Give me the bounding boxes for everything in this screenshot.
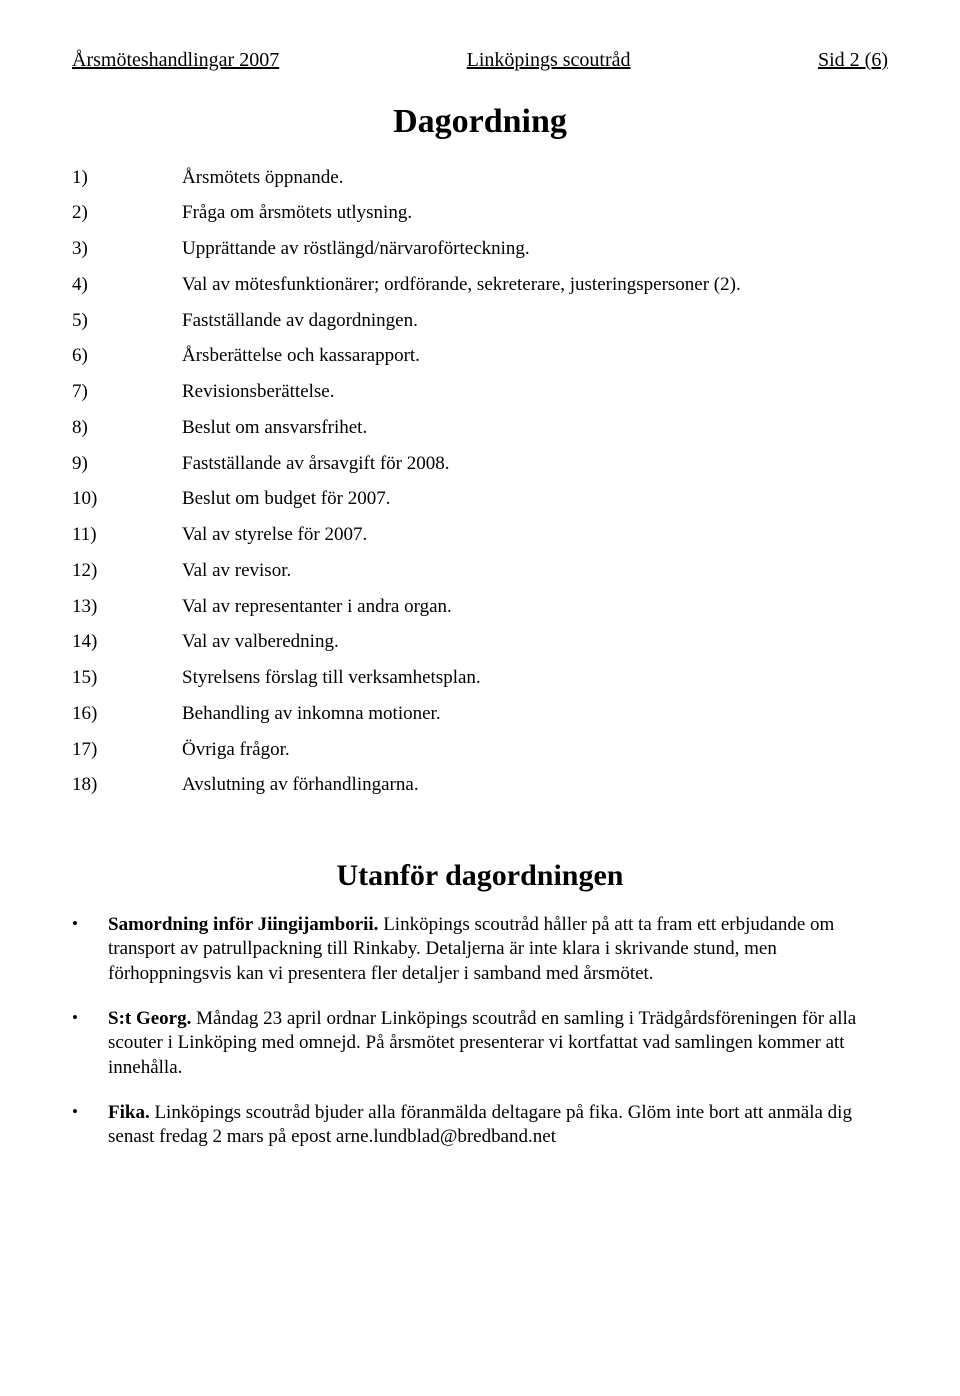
bullet-list: •Samordning inför Jiingijamborii. Linköp… [72, 913, 888, 1151]
agenda-row: 10)Beslut om budget för 2007. [72, 487, 888, 511]
agenda-number: 3) [72, 237, 182, 261]
agenda-number: 10) [72, 487, 182, 511]
agenda-row: 7)Revisionsberättelse. [72, 380, 888, 404]
agenda-number: 5) [72, 309, 182, 333]
agenda-text: Val av revisor. [182, 559, 888, 583]
agenda-row: 3)Upprättande av röstlängd/närvaroförtec… [72, 237, 888, 261]
agenda-number: 2) [72, 201, 182, 225]
bullet-rest: Linköpings scoutråd bjuder alla föranmäl… [108, 1102, 852, 1148]
agenda-row: 18)Avslutning av förhandlingarna. [72, 773, 888, 797]
agenda-number: 16) [72, 702, 182, 726]
agenda-text: Beslut om budget för 2007. [182, 487, 888, 511]
agenda-row: 17)Övriga frågor. [72, 738, 888, 762]
agenda-text: Val av styrelse för 2007. [182, 523, 888, 547]
agenda-list: 1)Årsmötets öppnande.2)Fråga om årsmötet… [72, 166, 888, 798]
agenda-text: Årsberättelse och kassarapport. [182, 344, 888, 368]
bullet-bold: S:t Georg. [108, 1008, 191, 1029]
agenda-number: 12) [72, 559, 182, 583]
section-subtitle: Utanför dagordningen [72, 857, 888, 895]
agenda-text: Upprättande av röstlängd/närvaroförteckn… [182, 237, 888, 261]
agenda-text: Fråga om årsmötets utlysning. [182, 201, 888, 225]
agenda-row: 6)Årsberättelse och kassarapport. [72, 344, 888, 368]
agenda-row: 16)Behandling av inkomna motioner. [72, 702, 888, 726]
bullet-rest: Måndag 23 april ordnar Linköpings scoutr… [108, 1008, 856, 1078]
bullet-icon: • [72, 1101, 108, 1150]
agenda-text: Avslutning av förhandlingarna. [182, 773, 888, 797]
agenda-row: 5)Fastställande av dagordningen. [72, 309, 888, 333]
agenda-row: 2)Fråga om årsmötets utlysning. [72, 201, 888, 225]
agenda-number: 11) [72, 523, 182, 547]
agenda-row: 8)Beslut om ansvarsfrihet. [72, 416, 888, 440]
agenda-number: 17) [72, 738, 182, 762]
agenda-row: 15)Styrelsens förslag till verksamhetspl… [72, 666, 888, 690]
agenda-number: 15) [72, 666, 182, 690]
bullet-bold: Samordning inför Jiingijamborii. [108, 914, 378, 935]
agenda-text: Beslut om ansvarsfrihet. [182, 416, 888, 440]
agenda-number: 18) [72, 773, 182, 797]
agenda-row: 12)Val av revisor. [72, 559, 888, 583]
bullet-body: Fika. Linköpings scoutråd bjuder alla fö… [108, 1101, 888, 1150]
bullet-item: •Fika. Linköpings scoutråd bjuder alla f… [72, 1101, 888, 1150]
agenda-number: 1) [72, 166, 182, 190]
agenda-number: 4) [72, 273, 182, 297]
bullet-item: •Samordning inför Jiingijamborii. Linköp… [72, 913, 888, 987]
agenda-row: 9)Fastställande av årsavgift för 2008. [72, 452, 888, 476]
agenda-text: Årsmötets öppnande. [182, 166, 888, 190]
bullet-icon: • [72, 1007, 108, 1081]
agenda-number: 6) [72, 344, 182, 368]
agenda-text: Val av mötesfunktionärer; ordförande, se… [182, 273, 888, 297]
agenda-text: Val av representanter i andra organ. [182, 595, 888, 619]
agenda-number: 14) [72, 630, 182, 654]
agenda-number: 13) [72, 595, 182, 619]
agenda-text: Val av valberedning. [182, 630, 888, 654]
agenda-text: Övriga frågor. [182, 738, 888, 762]
agenda-number: 8) [72, 416, 182, 440]
bullet-body: S:t Georg. Måndag 23 april ordnar Linköp… [108, 1007, 888, 1081]
agenda-row: 1)Årsmötets öppnande. [72, 166, 888, 190]
agenda-text: Styrelsens förslag till verksamhetsplan. [182, 666, 888, 690]
agenda-number: 7) [72, 380, 182, 404]
header-left: Årsmöteshandlingar 2007 [72, 48, 279, 73]
agenda-text: Revisionsberättelse. [182, 380, 888, 404]
agenda-row: 13)Val av representanter i andra organ. [72, 595, 888, 619]
agenda-number: 9) [72, 452, 182, 476]
agenda-text: Fastställande av dagordningen. [182, 309, 888, 333]
header-center: Linköpings scoutråd [467, 48, 631, 73]
bullet-bold: Fika. [108, 1102, 150, 1123]
agenda-row: 11)Val av styrelse för 2007. [72, 523, 888, 547]
agenda-row: 14)Val av valberedning. [72, 630, 888, 654]
page-header: Årsmöteshandlingar 2007 Linköpings scout… [72, 48, 888, 73]
page-title: Dagordning [72, 101, 888, 144]
bullet-icon: • [72, 913, 108, 987]
bullet-item: •S:t Georg. Måndag 23 april ordnar Linkö… [72, 1007, 888, 1081]
header-right: Sid 2 (6) [818, 48, 888, 73]
agenda-text: Behandling av inkomna motioner. [182, 702, 888, 726]
bullet-body: Samordning inför Jiingijamborii. Linköpi… [108, 913, 888, 987]
agenda-text: Fastställande av årsavgift för 2008. [182, 452, 888, 476]
agenda-row: 4)Val av mötesfunktionärer; ordförande, … [72, 273, 888, 297]
